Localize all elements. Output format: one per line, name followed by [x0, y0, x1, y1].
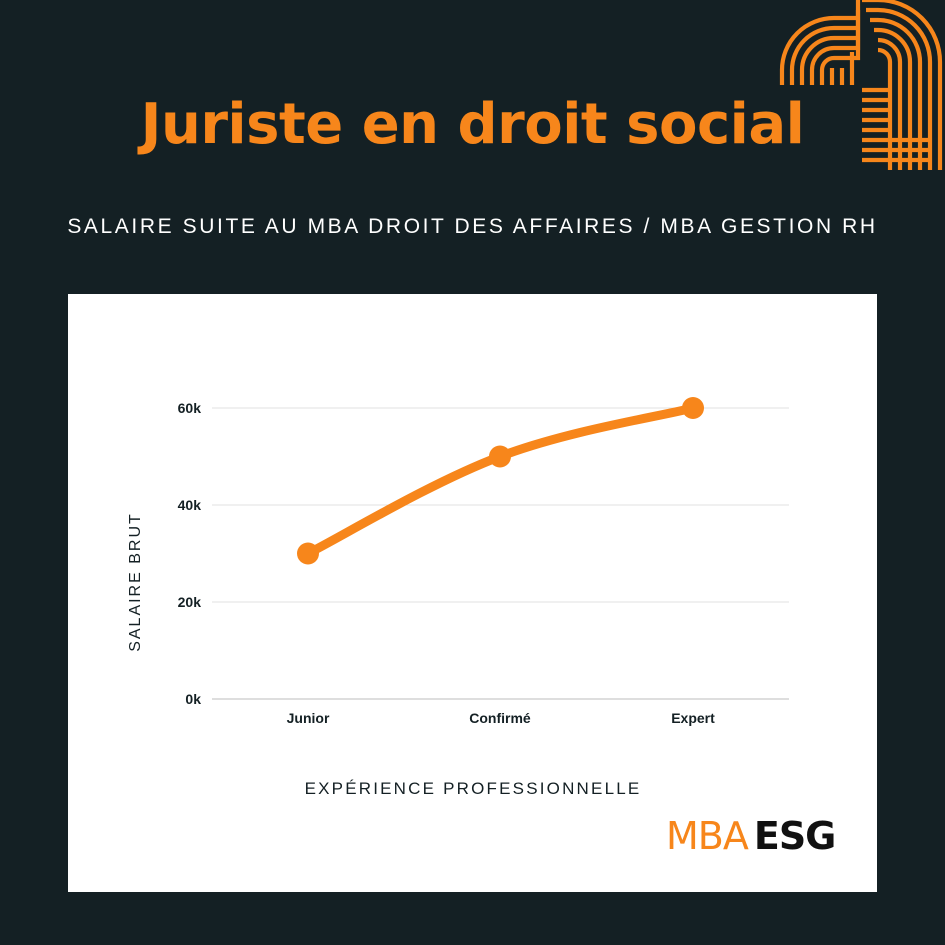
page-subtitle: SALAIRE SUITE AU MBA DROIT DES AFFAIRES … — [67, 215, 878, 238]
salary-line-chart: 0k 20k 40k 60k Junior Confirmé Expert SALAIRE… — [127, 397, 789, 798]
data-point — [489, 445, 511, 468]
y-tick-label: 0k — [185, 691, 201, 707]
grid-lines — [212, 407, 789, 700]
y-tick-labels: 0k 20k 40k 60k — [178, 400, 202, 707]
decorative-stripes-graphic — [778, 0, 945, 170]
chart-panel: 0k 20k 40k 60k Junior Confirmé Expert SALAIRE… — [68, 294, 877, 892]
mba-esg-logo: MBA ESG — [666, 814, 837, 858]
logo-esg-text: ESG — [753, 814, 837, 858]
x-tick-label: Confirmé — [469, 710, 531, 726]
salary-series — [297, 397, 704, 565]
y-axis-label: SALAIRE BRUT — [127, 512, 144, 652]
series-line — [303, 403, 698, 558]
data-point — [297, 542, 319, 565]
x-tick-label: Junior — [287, 710, 330, 726]
x-tick-label: Expert — [671, 710, 715, 726]
x-tick-labels: Junior Confirmé Expert — [287, 710, 716, 726]
y-tick-label: 20k — [178, 594, 202, 610]
logo-mba-text: MBA — [666, 814, 749, 858]
y-tick-label: 60k — [178, 400, 202, 416]
y-tick-label: 40k — [178, 497, 202, 513]
page-title: Juriste en droit social — [140, 92, 805, 157]
x-axis-label: EXPÉRIENCE PROFESSIONNELLE — [305, 779, 642, 798]
data-point — [682, 397, 704, 419]
